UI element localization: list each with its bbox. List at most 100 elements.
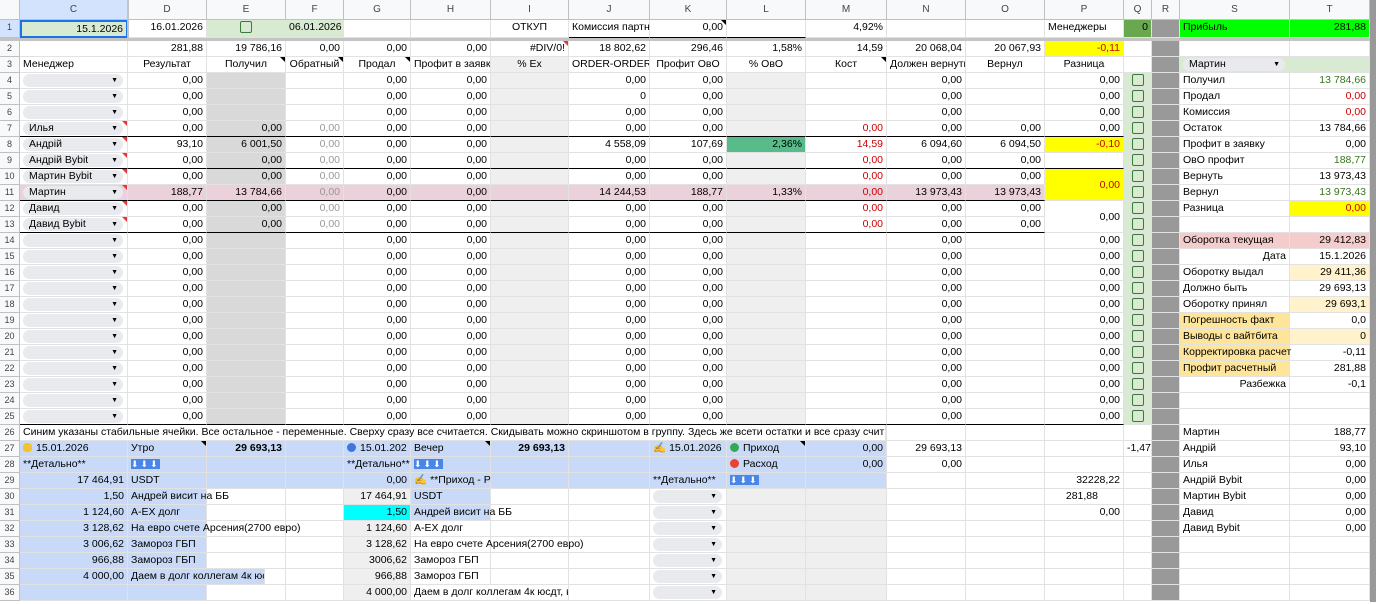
cell-H15[interactable]: 0,00 (411, 249, 491, 265)
cell-S28[interactable]: Илья (1180, 457, 1290, 473)
cell-G16[interactable]: 0,00 (344, 265, 411, 281)
cell-E30[interactable] (207, 489, 286, 505)
row-header-4[interactable]: 4 (0, 73, 20, 89)
cell-C25[interactable] (20, 409, 128, 425)
cell-G8[interactable]: 0,00 (344, 137, 411, 153)
cell-F2[interactable]: 0,00 (286, 41, 344, 57)
cell-S12[interactable]: Разница (1180, 201, 1290, 217)
cell-C1[interactable]: 15.1.2026 (20, 20, 128, 38)
cell-M13[interactable]: 0,00 (806, 217, 887, 233)
cell-K14[interactable]: 0,00 (650, 233, 727, 249)
cell-J9[interactable]: 0,00 (569, 153, 650, 169)
cell-L7[interactable] (727, 121, 806, 137)
dropdown-chip[interactable] (23, 90, 123, 103)
cell-J2[interactable]: 18 802,62 (569, 41, 650, 57)
cell-O3[interactable]: Вернул (966, 57, 1045, 73)
cell-E32[interactable] (207, 521, 286, 537)
row-header-2[interactable]: 2 (0, 41, 20, 57)
cell-D33[interactable]: Замороз ГБП (128, 537, 207, 553)
cell-K1[interactable]: 0,00 (650, 20, 727, 38)
cell-S16[interactable]: Оборотку выдал (1180, 265, 1290, 281)
row-header-26[interactable]: 26 (0, 425, 20, 441)
cell-M35[interactable] (806, 569, 887, 585)
column-header-H[interactable]: H (411, 0, 491, 20)
row-header-9[interactable]: 9 (0, 153, 20, 169)
checkbox[interactable] (1131, 394, 1144, 406)
cell-E12[interactable]: 0,00 (207, 201, 286, 217)
cell-M9[interactable]: 0,00 (806, 153, 887, 169)
cell-N28[interactable]: 0,00 (887, 457, 966, 473)
cell-O18[interactable] (966, 297, 1045, 313)
checkbox[interactable] (1131, 346, 1144, 358)
cell-N30[interactable] (887, 489, 966, 505)
cell-G36[interactable]: 4 000,00 (344, 585, 411, 601)
cell-I33[interactable] (491, 537, 569, 553)
cell-F24[interactable] (286, 393, 344, 409)
cell-P26[interactable] (1045, 425, 1124, 441)
cell-D3[interactable]: Результат (128, 57, 207, 73)
cell-Q10[interactable] (1124, 169, 1152, 185)
cell-F28[interactable] (286, 457, 344, 473)
cell-N25[interactable]: 0,00 (887, 409, 966, 425)
cell-P1[interactable]: Менеджеры (1045, 20, 1124, 38)
cell-M29[interactable] (806, 473, 887, 489)
cell-N2[interactable]: 20 068,04 (887, 41, 966, 57)
cell-D19[interactable]: 0,00 (128, 313, 207, 329)
checkbox[interactable] (1131, 330, 1144, 342)
cell-H5[interactable]: 0,00 (411, 89, 491, 105)
cell-O12[interactable]: 0,00 (966, 201, 1045, 217)
cell-E15[interactable] (207, 249, 286, 265)
cell-O32[interactable] (966, 521, 1045, 537)
cell-J29[interactable] (569, 473, 650, 489)
cell-E25[interactable] (207, 409, 286, 425)
cell-T33[interactable] (1290, 537, 1370, 553)
cell-J18[interactable]: 0,00 (569, 297, 650, 313)
cell-D31[interactable]: А-ЕХ долг (128, 505, 207, 521)
cell-O9[interactable]: 0,00 (966, 153, 1045, 169)
checkbox[interactable] (1131, 282, 1144, 294)
cell-H18[interactable]: 0,00 (411, 297, 491, 313)
cell-E14[interactable] (207, 233, 286, 249)
cell-T5[interactable]: 0,00 (1290, 89, 1370, 105)
cell-M8[interactable]: 14,59 (806, 137, 887, 153)
cell-L19[interactable] (727, 313, 806, 329)
cell-M20[interactable] (806, 329, 887, 345)
dropdown-chip[interactable]: Мартин (1183, 58, 1285, 71)
cell-D16[interactable]: 0,00 (128, 265, 207, 281)
cell-E8[interactable]: 6 001,50 (207, 137, 286, 153)
cell-K8[interactable]: 107,69 (650, 137, 727, 153)
cell-Q29[interactable] (1124, 473, 1152, 489)
cell-J12[interactable]: 0,00 (569, 201, 650, 217)
cell-I13[interactable] (491, 217, 569, 233)
cell-I8[interactable] (491, 137, 569, 153)
cell-H36[interactable]: Даем в долг коллегам 4к юсдт, вернут чт/… (411, 585, 569, 601)
cell-N34[interactable] (887, 553, 966, 569)
row-header-30[interactable]: 30 (0, 489, 20, 505)
cell-T15[interactable]: 15.1.2026 (1290, 249, 1370, 265)
cell-M34[interactable] (806, 553, 887, 569)
cell-H4[interactable]: 0,00 (411, 73, 491, 89)
cell-H11[interactable]: 0,00 (411, 185, 491, 201)
cell-H24[interactable]: 0,00 (411, 393, 491, 409)
checkbox[interactable] (1131, 154, 1144, 166)
dropdown-chip[interactable] (23, 330, 123, 343)
cell-M7[interactable]: 0,00 (806, 121, 887, 137)
cell-C31[interactable]: 1 124,60 (20, 505, 128, 521)
vertical-scrollbar[interactable] (1370, 0, 1376, 602)
column-header-Q[interactable]: Q (1124, 0, 1152, 20)
cell-M36[interactable] (806, 585, 887, 601)
cell-D5[interactable]: 0,00 (128, 89, 207, 105)
cell-E34[interactable] (207, 553, 286, 569)
cell-M16[interactable] (806, 265, 887, 281)
dropdown-chip[interactable]: Давид (23, 202, 123, 215)
cell-G22[interactable]: 0,00 (344, 361, 411, 377)
cell-K18[interactable]: 0,00 (650, 297, 727, 313)
cell-I12[interactable] (491, 201, 569, 217)
cell-L10[interactable] (727, 169, 806, 185)
cell-N31[interactable] (887, 505, 966, 521)
column-header-S[interactable]: S (1180, 0, 1290, 20)
cell-T12[interactable]: 0,00 (1290, 201, 1370, 217)
row-header-34[interactable]: 34 (0, 553, 20, 569)
cell-G17[interactable]: 0,00 (344, 281, 411, 297)
cell-E24[interactable] (207, 393, 286, 409)
